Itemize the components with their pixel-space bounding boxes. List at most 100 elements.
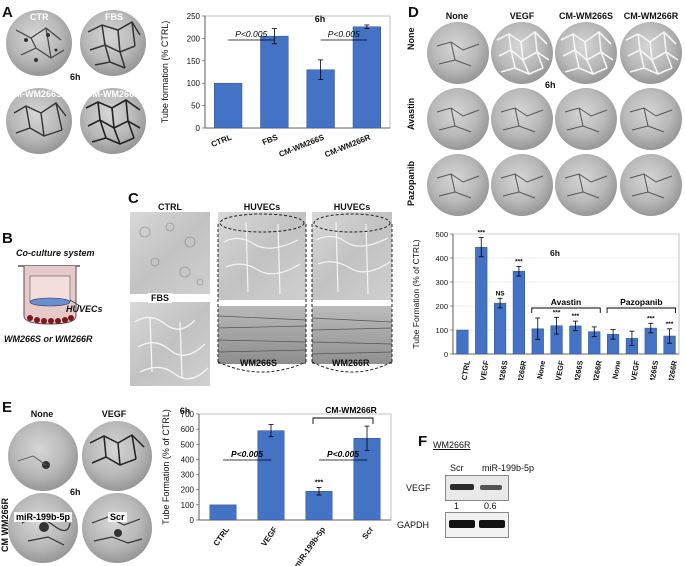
panel-letter-b: B bbox=[2, 230, 13, 247]
group-bracket bbox=[606, 307, 677, 313]
micrograph-cm-wm266s bbox=[6, 88, 72, 154]
significance-mark: *** bbox=[315, 479, 323, 486]
d-micrograph-r1-c0 bbox=[427, 88, 489, 150]
panel-letter-d: D bbox=[408, 4, 419, 21]
x-tick-label: miR-199b-5p bbox=[292, 525, 327, 566]
y-tick-label: 250 bbox=[187, 12, 201, 21]
d-col-cm-s: CM-WM266S bbox=[558, 11, 613, 21]
c-photo-ctrl bbox=[130, 212, 210, 294]
c-col-huvecs-2: HUVECs bbox=[333, 202, 371, 212]
significance-mark: *** bbox=[666, 321, 674, 328]
f-row-vegf: VEGF bbox=[406, 483, 431, 493]
e-time-label: 6h bbox=[70, 487, 81, 497]
c-photo-huvecs-2 bbox=[312, 212, 392, 300]
panel-letter-c: C bbox=[128, 190, 139, 207]
x-tick-label: CTRL bbox=[210, 133, 233, 149]
d-col-vegf: VEGF bbox=[509, 11, 535, 21]
f-header: WM266R bbox=[433, 440, 471, 450]
d-micrograph-r1-c2 bbox=[555, 88, 617, 150]
y-axis-label: Tube formation (% CTRL) bbox=[160, 21, 170, 124]
x-tick-label: CM-WM266S bbox=[568, 360, 585, 380]
y-tick-label: 50 bbox=[191, 102, 200, 111]
x-tick-label: CM-WM266S bbox=[493, 360, 510, 380]
y-axis-label: Tube Formation (% of CTRL) bbox=[161, 409, 171, 525]
d-micrograph-r2-c1 bbox=[491, 154, 553, 216]
x-tick-label: CM-WM266R bbox=[662, 359, 679, 380]
e-micrograph-scr bbox=[82, 493, 152, 563]
bar bbox=[257, 430, 285, 521]
bar bbox=[214, 82, 243, 129]
c-bottom-wm266r: WM266R bbox=[332, 358, 370, 368]
y-tick-label: 200 bbox=[435, 302, 448, 311]
y-tick-label: 300 bbox=[181, 471, 195, 480]
x-tick-label: VEGF bbox=[478, 359, 490, 380]
c-dashed-outline-2 bbox=[311, 224, 393, 373]
panel-letter-e: E bbox=[2, 399, 13, 416]
x-tick-label: Scr bbox=[360, 525, 375, 541]
p-value: P<0.005 bbox=[328, 29, 360, 39]
y-tick-label: 200 bbox=[181, 486, 195, 495]
d-row-pazopanib: Pazopanib bbox=[406, 160, 416, 206]
y-tick-label: 400 bbox=[181, 455, 195, 464]
coculture-bottom-label: WM266S or WM266R bbox=[4, 334, 93, 344]
x-tick-label: CTRL bbox=[460, 359, 472, 380]
f-row-gapdh: GAPDH bbox=[397, 520, 430, 530]
d-micrograph-r2-c3 bbox=[620, 154, 682, 216]
bar bbox=[352, 26, 381, 129]
x-tick-label: CM-WM266R bbox=[587, 359, 604, 380]
x-tick-label: CM-WM266R bbox=[512, 359, 529, 380]
chart-e: 0 100 200 300 400 500 600 700 Tube Formation (% … bbox=[161, 405, 392, 566]
y-tick-label: 300 bbox=[435, 278, 448, 287]
y-tick-label: 0 bbox=[190, 516, 195, 525]
e-label-none: None bbox=[30, 409, 54, 419]
coculture-title: Co-culture system bbox=[16, 248, 95, 258]
c-dashed-outline-1 bbox=[217, 224, 307, 373]
f-blot-vegf bbox=[445, 475, 509, 501]
e-label-scr: Scr bbox=[108, 512, 127, 522]
micro-label-cm-wm266s: CM-WM266S bbox=[8, 89, 63, 99]
d-micrograph-r0-c1 bbox=[491, 22, 553, 84]
f-lane-mir: miR-199b-5p bbox=[482, 463, 535, 473]
y-tick-label: 200 bbox=[187, 34, 201, 43]
d-micrograph-r2-c2 bbox=[555, 154, 617, 216]
time-label-a: 6h bbox=[70, 72, 81, 82]
c-col-ctrl: CTRL bbox=[158, 202, 182, 212]
bar bbox=[456, 329, 469, 355]
bar bbox=[353, 437, 381, 521]
e-micrograph-vegf bbox=[82, 421, 152, 491]
bar bbox=[475, 246, 488, 355]
group-bracket bbox=[312, 417, 374, 424]
chart-d: 0 100 200 300 400 500 Tube Formation (% of CTR… bbox=[411, 230, 680, 380]
p-value: P<0.005 bbox=[235, 29, 267, 39]
c-row-fbs: FBS bbox=[148, 293, 172, 303]
f-blot-gapdh bbox=[445, 512, 509, 538]
micro-label-ctr: CTR bbox=[30, 12, 49, 22]
y-tick-label: 400 bbox=[435, 254, 448, 263]
d-micrograph-r1-c1 bbox=[491, 88, 553, 150]
d-row-none: None bbox=[406, 27, 416, 51]
x-tick-label: VEGF bbox=[629, 359, 641, 380]
significance-mark: *** bbox=[572, 313, 580, 320]
group-label: Pazopanib bbox=[620, 297, 663, 307]
d-col-none: None bbox=[445, 11, 469, 21]
bar bbox=[305, 490, 333, 521]
x-tick-label: CM-WM266S bbox=[644, 360, 661, 380]
chart-title: 6h bbox=[315, 14, 326, 24]
c-bottom-wm266s: WM266S bbox=[240, 358, 278, 368]
x-tick-label: CM-WM266R bbox=[323, 133, 371, 160]
micro-label-fbs: FBS bbox=[105, 12, 123, 22]
significance-mark: *** bbox=[477, 230, 485, 237]
e-micrograph-mir bbox=[8, 493, 78, 563]
y-tick-label: 100 bbox=[187, 79, 201, 88]
d-micrograph-r0-c3 bbox=[620, 22, 682, 84]
bar bbox=[512, 270, 526, 355]
bar bbox=[209, 504, 237, 521]
significance-mark: *** bbox=[553, 309, 561, 316]
y-tick-label: 0 bbox=[196, 124, 201, 133]
c-dashed-ellipse-1 bbox=[219, 213, 305, 233]
d-micrograph-r2-c0 bbox=[427, 154, 489, 216]
d-micrograph-r0-c2 bbox=[555, 22, 617, 84]
panel-letter-a: A bbox=[2, 4, 13, 21]
c-dashed-ellipse-2 bbox=[313, 213, 391, 233]
micrograph-ctr bbox=[6, 10, 72, 76]
